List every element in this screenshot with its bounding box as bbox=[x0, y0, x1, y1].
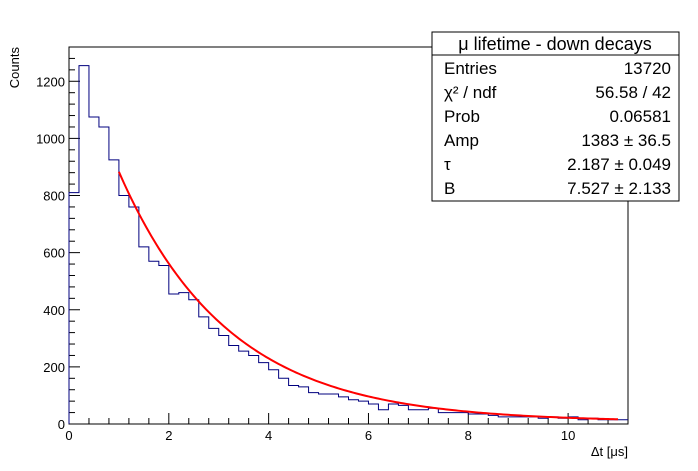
x-axis-title: Δt [μs] bbox=[591, 444, 628, 459]
stats-row-label: χ² / ndf bbox=[444, 83, 497, 102]
fit-curve bbox=[117, 171, 619, 421]
y-axis-title: Counts bbox=[7, 47, 22, 89]
stats-row-value: 56.58 / 42 bbox=[595, 83, 671, 102]
x-tick-label: 8 bbox=[465, 428, 472, 443]
x-tick-label: 10 bbox=[561, 428, 575, 443]
y-tick-label: 1000 bbox=[36, 131, 65, 146]
stats-row-value: 0.06581 bbox=[610, 107, 671, 126]
y-tick-label: 1200 bbox=[36, 74, 65, 89]
x-tick-label: 6 bbox=[365, 428, 372, 443]
stats-box-rows: Entries 13720 χ² / ndf 56.58 / 42 Prob 0.0658… bbox=[444, 59, 671, 198]
stats-row-label: Prob bbox=[444, 107, 480, 126]
stats-box-frame bbox=[431, 31, 680, 202]
x-tick-label: 2 bbox=[165, 428, 172, 443]
stats-row-label: B bbox=[444, 179, 455, 198]
y-tick-label: 400 bbox=[43, 303, 65, 318]
y-tick-label: 0 bbox=[58, 417, 65, 432]
fit-curve-layer bbox=[117, 171, 619, 421]
y-tick-label: 200 bbox=[43, 360, 65, 375]
stats-row-value: 2.187 ± 0.049 bbox=[567, 155, 671, 174]
stats-row-label: Amp bbox=[444, 131, 479, 150]
stats-box-title: μ lifetime - down decays bbox=[458, 34, 651, 54]
stats-row-value: 13720 bbox=[624, 59, 671, 78]
stats-box: μ lifetime - down decays Entries 13720 χ² … bbox=[431, 31, 680, 202]
stats-row-label: Entries bbox=[444, 59, 497, 78]
stats-row-value: 1383 ± 36.5 bbox=[581, 131, 671, 150]
stats-row-value: 7.527 ± 2.133 bbox=[567, 179, 671, 198]
stats-row-label: τ bbox=[444, 155, 451, 174]
y-tick-label: 800 bbox=[43, 189, 65, 204]
x-tick-label: 0 bbox=[65, 428, 72, 443]
y-tick-label: 600 bbox=[43, 246, 65, 261]
x-tick-label: 4 bbox=[265, 428, 272, 443]
axis-ticks: 0 2 4 6 8 10 0 200 400 600 800 1000 1200 bbox=[36, 46, 629, 443]
